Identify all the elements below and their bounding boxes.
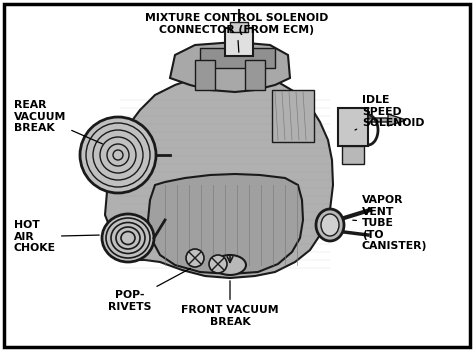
Circle shape bbox=[186, 249, 204, 267]
Bar bbox=[272, 90, 314, 142]
Bar bbox=[200, 48, 275, 68]
Bar bbox=[245, 60, 265, 90]
Text: FRONT VACUUM
BREAK: FRONT VACUUM BREAK bbox=[181, 281, 279, 326]
Bar bbox=[342, 146, 364, 164]
Polygon shape bbox=[148, 174, 303, 274]
Polygon shape bbox=[105, 74, 333, 278]
Ellipse shape bbox=[214, 255, 246, 275]
Bar bbox=[338, 108, 368, 146]
Bar bbox=[225, 28, 253, 56]
Text: POP-
RIVETS: POP- RIVETS bbox=[109, 268, 191, 312]
FancyArrow shape bbox=[368, 114, 406, 126]
Circle shape bbox=[80, 117, 156, 193]
Polygon shape bbox=[170, 42, 290, 92]
Text: VAPOR
VENT
TUBE
(TO
CANISTER): VAPOR VENT TUBE (TO CANISTER) bbox=[353, 195, 428, 251]
Bar bbox=[195, 60, 215, 90]
Text: MIXTURE CONTROL SOLENOID
CONNECTOR (FROM ECM): MIXTURE CONTROL SOLENOID CONNECTOR (FROM… bbox=[146, 13, 328, 52]
Ellipse shape bbox=[316, 209, 344, 241]
Text: HOT
AIR
CHOKE: HOT AIR CHOKE bbox=[14, 220, 99, 253]
Circle shape bbox=[209, 255, 227, 273]
Text: REAR
VACUUM
BREAK: REAR VACUUM BREAK bbox=[14, 100, 102, 144]
Bar bbox=[230, 22, 248, 32]
Ellipse shape bbox=[321, 214, 339, 236]
Text: IDLE
SPEED
SOLENOID: IDLE SPEED SOLENOID bbox=[355, 95, 425, 130]
Ellipse shape bbox=[102, 214, 154, 262]
